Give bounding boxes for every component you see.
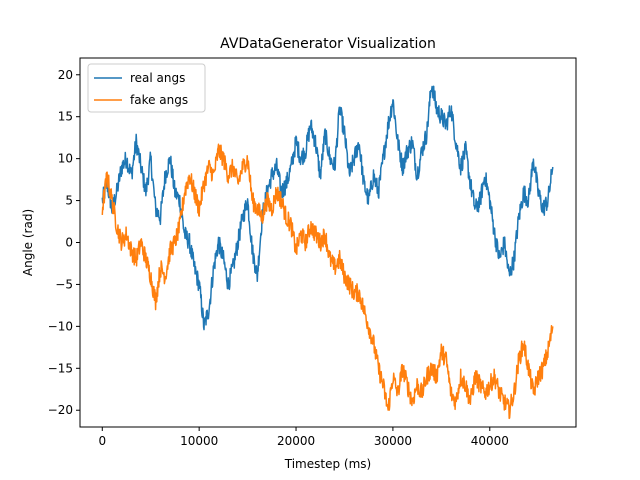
y-tick-label: −5	[55, 277, 73, 291]
y-tick-label: −20	[48, 403, 73, 417]
y-tick-label: 0	[65, 236, 73, 250]
y-tick-label: 15	[58, 110, 73, 124]
x-ticks: 0 10000 20000 30000 40000	[98, 427, 509, 448]
legend-label: real angs	[130, 71, 185, 85]
series-line-fake-angs	[101, 143, 554, 420]
y-tick-label: 20	[58, 68, 73, 82]
x-tick-label: 30000	[374, 434, 412, 448]
series-line-real-angs	[101, 85, 554, 331]
legend: real angs fake angs	[87, 63, 206, 113]
x-tick-label: 40000	[471, 434, 509, 448]
chart-title: AVDataGenerator Visualization	[220, 36, 436, 52]
x-tick-label: 10000	[180, 434, 218, 448]
x-axis-label: Timestep (ms)	[284, 457, 371, 471]
series-layer	[101, 85, 554, 420]
y-axis-label: Angle (rad)	[21, 209, 35, 276]
y-tick-label: 10	[58, 152, 73, 166]
x-tick-label: 0	[98, 434, 106, 448]
y-ticks: −20 −15 −10 −5 0 5 10 15 20	[48, 68, 80, 417]
legend-label: fake angs	[130, 93, 188, 107]
y-tick-label: −15	[48, 361, 73, 375]
y-tick-label: −10	[48, 319, 73, 333]
y-tick-label: 5	[65, 194, 73, 208]
x-tick-label: 20000	[277, 434, 315, 448]
